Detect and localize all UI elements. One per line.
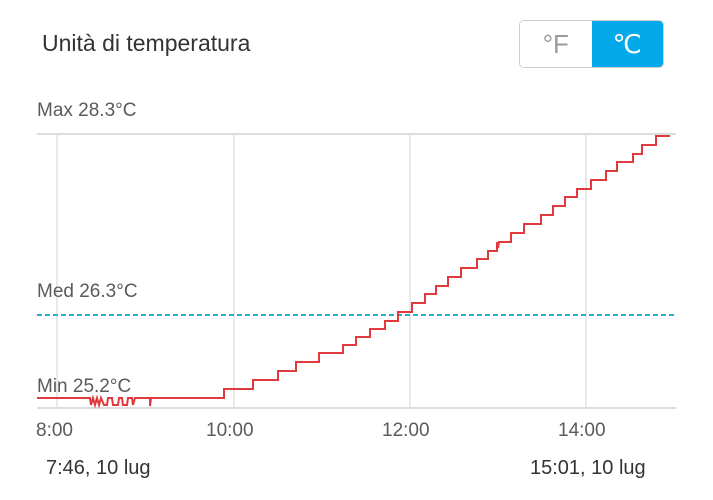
temperature-unit-toggle[interactable]: °F ℃ xyxy=(519,20,664,68)
max-label: Max 28.3°C xyxy=(37,100,137,121)
x-tick-10: 10:00 xyxy=(206,420,254,441)
min-label: Min 25.2°C xyxy=(37,376,132,397)
median-label: Med 26.3°C xyxy=(37,281,138,302)
range-end: 15:01, 10 lug xyxy=(530,457,646,479)
temperature-series xyxy=(37,135,670,409)
x-tick-12: 12:00 xyxy=(382,420,430,441)
celsius-button[interactable]: ℃ xyxy=(591,21,663,67)
page-title: Unità di temperatura xyxy=(42,30,251,56)
fahrenheit-button[interactable]: °F xyxy=(520,21,592,67)
x-tick-14: 14:00 xyxy=(558,420,606,441)
x-tick-8: 8:00 xyxy=(36,420,73,441)
range-start: 7:46, 10 lug xyxy=(46,457,151,479)
